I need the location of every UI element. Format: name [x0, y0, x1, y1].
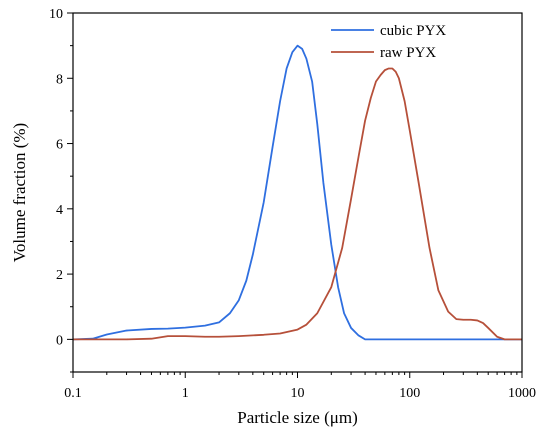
series-line-0	[72, 44, 522, 341]
y-tick-label: 8	[56, 72, 63, 87]
y-axis-ticks: 0 2 4 6 8 10	[49, 7, 73, 373]
y-tick-label: 6	[56, 138, 63, 153]
curves-layer	[72, 44, 522, 341]
y-axis-label: Volume fraction (%)	[10, 123, 29, 262]
series-line-1	[73, 67, 522, 341]
legend: cubic PYX raw PYX	[331, 23, 446, 61]
x-tick-label: 10	[291, 386, 305, 401]
legend-label-raw-pyx: raw PYX	[380, 45, 436, 61]
legend-label-cubic-pyx: cubic PYX	[380, 23, 446, 39]
x-tick-label: 1000	[508, 386, 536, 401]
y-tick-label: 10	[49, 7, 63, 22]
x-tick-label: 1	[182, 386, 189, 401]
y-tick-label: 0	[56, 333, 63, 348]
x-axis-ticks: 0.1 1 10 100 1000	[64, 372, 536, 401]
y-tick-label: 2	[56, 268, 63, 283]
x-tick-label: 0.1	[64, 386, 82, 401]
x-axis-label: Particle size (μm)	[237, 408, 358, 427]
y-tick-label: 4	[56, 203, 63, 218]
x-tick-label: 100	[399, 386, 420, 401]
